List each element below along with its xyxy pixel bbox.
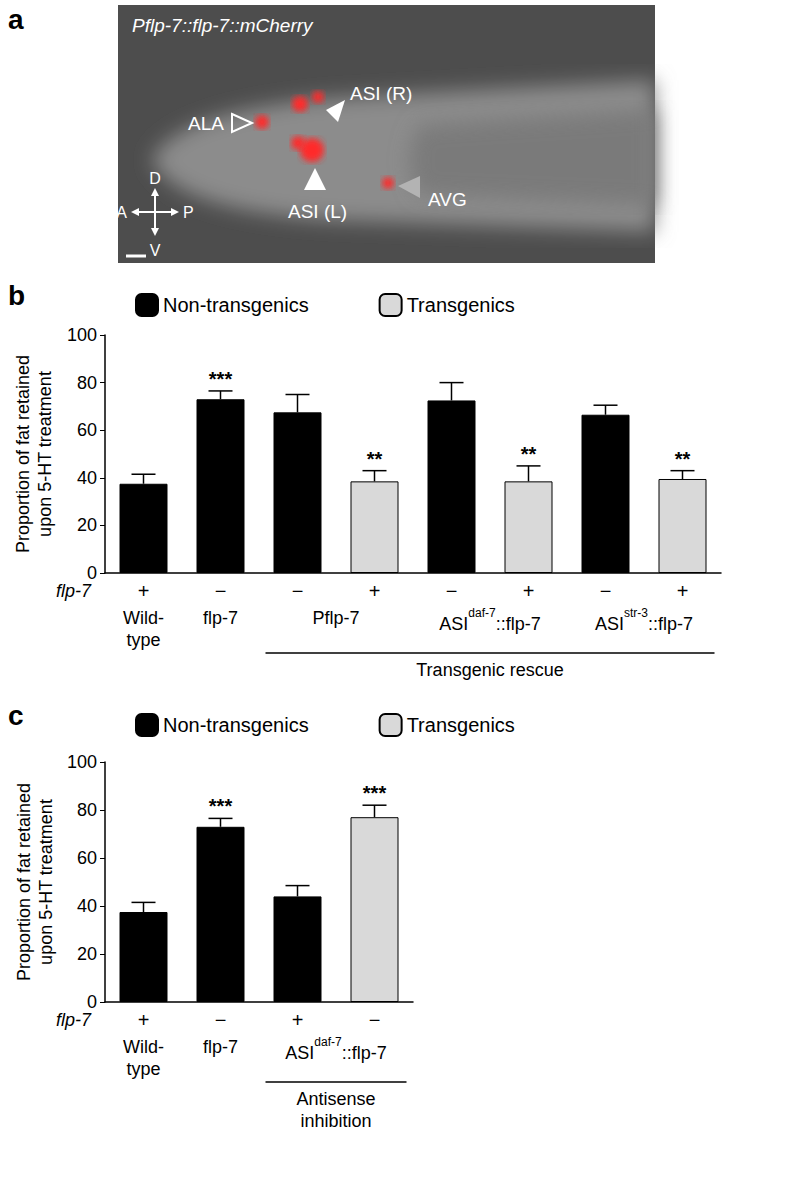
svg-text:40: 40 — [77, 468, 97, 488]
svg-text:**: ** — [367, 448, 383, 470]
svg-text:+: + — [138, 580, 150, 602]
svg-text:Non-transgenics: Non-transgenics — [163, 714, 309, 736]
svg-text:−: − — [369, 1009, 381, 1031]
html-text:b: b — [8, 280, 26, 311]
svg-text:40: 40 — [77, 896, 97, 916]
svg-text:Wild-: Wild- — [123, 608, 164, 628]
svg-text:0: 0 — [87, 563, 97, 583]
svg-text:100: 100 — [67, 325, 97, 345]
svg-text:AVG: AVG — [428, 189, 467, 210]
svg-text:ASI (R): ASI (R) — [350, 83, 412, 104]
svg-text:flp-7: flp-7 — [203, 1037, 238, 1057]
svg-text:20: 20 — [77, 515, 97, 535]
svg-text:***: *** — [209, 795, 233, 817]
svg-text:flp-7: flp-7 — [203, 608, 238, 628]
html-text:a: a — [8, 4, 24, 35]
svg-text:D: D — [149, 170, 161, 187]
svg-text:Pflp-7: Pflp-7 — [312, 608, 359, 628]
svg-text:::flp-7: ::flp-7 — [496, 614, 541, 634]
svg-text:60: 60 — [77, 848, 97, 868]
svg-text:A: A — [116, 204, 127, 221]
svg-text:+: + — [292, 1009, 304, 1031]
svg-text:Transgenics: Transgenics — [407, 714, 515, 736]
svg-text:Pflp-7::flp-7::mCherry: Pflp-7::flp-7::mCherry — [132, 15, 314, 36]
svg-text:Wild-: Wild- — [123, 1037, 164, 1057]
svg-text:ASI: ASI — [595, 614, 624, 634]
svg-text:−: − — [292, 580, 304, 602]
svg-text:Transgenics: Transgenics — [407, 294, 515, 316]
svg-text:−: − — [215, 580, 227, 602]
svg-text:−: − — [215, 1009, 227, 1031]
svg-text:daf-7: daf-7 — [314, 1035, 342, 1049]
svg-text:**: ** — [521, 443, 537, 465]
svg-text:***: *** — [209, 368, 233, 390]
svg-text:upon 5-HT treatment: upon 5-HT treatment — [36, 799, 56, 965]
svg-text:Transgenic rescue: Transgenic rescue — [416, 660, 563, 680]
svg-text:str-3: str-3 — [624, 606, 648, 620]
svg-text:***: *** — [363, 782, 387, 804]
svg-text:Proportion of fat retained: Proportion of fat retained — [13, 355, 33, 553]
svg-text:flp-7: flp-7 — [56, 581, 92, 601]
svg-text:Antisense: Antisense — [296, 1089, 375, 1109]
svg-text:ALA: ALA — [188, 113, 224, 134]
svg-text:ASI: ASI — [439, 614, 468, 634]
svg-text:100: 100 — [67, 752, 97, 772]
svg-text:20: 20 — [77, 944, 97, 964]
html-text:c: c — [8, 700, 24, 731]
svg-text:V: V — [150, 242, 161, 259]
svg-text:inhibition: inhibition — [300, 1111, 371, 1131]
svg-text:−: − — [600, 580, 612, 602]
svg-text:ASI (L): ASI (L) — [288, 201, 347, 222]
svg-text:upon 5-HT treatment: upon 5-HT treatment — [35, 371, 55, 537]
svg-text:Proportion of fat retained: Proportion of fat retained — [14, 783, 34, 981]
svg-text:type: type — [126, 630, 160, 650]
svg-text:Non-transgenics: Non-transgenics — [163, 294, 309, 316]
svg-text:60: 60 — [77, 420, 97, 440]
svg-text:P: P — [183, 204, 194, 221]
svg-text:+: + — [523, 580, 535, 602]
svg-text:80: 80 — [77, 800, 97, 820]
svg-text:flp-7: flp-7 — [56, 1010, 92, 1030]
svg-text:0: 0 — [87, 992, 97, 1012]
svg-text:type: type — [126, 1059, 160, 1079]
svg-text:::flp-7: ::flp-7 — [648, 614, 693, 634]
svg-text:80: 80 — [77, 373, 97, 393]
svg-text:+: + — [677, 580, 689, 602]
svg-text:::flp-7: ::flp-7 — [342, 1043, 387, 1063]
svg-text:ASI: ASI — [285, 1043, 314, 1063]
svg-text:−: − — [446, 580, 458, 602]
svg-text:+: + — [138, 1009, 150, 1031]
svg-text:daf-7: daf-7 — [468, 606, 496, 620]
svg-text:+: + — [369, 580, 381, 602]
svg-text:**: ** — [675, 448, 691, 470]
